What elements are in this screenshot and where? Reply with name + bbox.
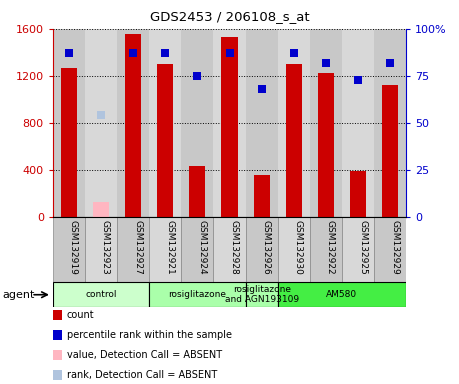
Text: GSM132925: GSM132925	[358, 220, 367, 275]
Bar	[246, 29, 278, 217]
Bar	[53, 217, 85, 282]
Bar	[342, 217, 374, 282]
Text: GSM132926: GSM132926	[262, 220, 271, 275]
Text: AM580: AM580	[326, 290, 358, 299]
Text: GSM132919: GSM132919	[69, 220, 78, 275]
Bar	[278, 282, 406, 307]
Point	[97, 112, 105, 118]
Text: GDS2453 / 206108_s_at: GDS2453 / 206108_s_at	[150, 10, 309, 23]
Text: GSM132928: GSM132928	[230, 220, 239, 275]
Bar	[190, 166, 206, 217]
Text: count: count	[67, 310, 94, 320]
Bar	[222, 37, 238, 217]
Bar	[350, 171, 366, 217]
Text: GSM132930: GSM132930	[294, 220, 303, 275]
Bar	[149, 217, 181, 282]
Bar	[318, 73, 334, 217]
Bar	[374, 29, 406, 217]
Bar	[310, 29, 342, 217]
Bar	[125, 33, 141, 217]
Bar	[149, 29, 181, 217]
Text: GSM132929: GSM132929	[390, 220, 399, 275]
Bar	[117, 217, 149, 282]
Bar	[93, 202, 109, 217]
Bar	[213, 217, 246, 282]
Point	[258, 86, 265, 92]
Bar	[53, 29, 85, 217]
Text: percentile rank within the sample: percentile rank within the sample	[67, 330, 231, 340]
Point	[129, 50, 137, 56]
Bar	[53, 282, 149, 307]
Point	[290, 50, 297, 56]
Point	[322, 60, 330, 66]
Bar	[246, 217, 278, 282]
Bar	[285, 64, 302, 217]
Text: rosiglitazone: rosiglitazone	[168, 290, 226, 299]
Point	[386, 60, 394, 66]
Text: GSM132921: GSM132921	[165, 220, 174, 275]
Bar	[310, 217, 342, 282]
Text: control: control	[85, 290, 117, 299]
Bar	[246, 282, 278, 307]
Point	[162, 50, 169, 56]
Point	[65, 50, 73, 56]
Bar	[278, 29, 310, 217]
Text: agent: agent	[2, 290, 35, 300]
Text: rank, Detection Call = ABSENT: rank, Detection Call = ABSENT	[67, 370, 217, 380]
Point	[194, 73, 201, 79]
Text: GSM132924: GSM132924	[197, 220, 207, 275]
Text: rosiglitazone
and AGN193109: rosiglitazone and AGN193109	[224, 285, 299, 305]
Text: GSM132927: GSM132927	[133, 220, 142, 275]
Bar	[157, 64, 174, 217]
Bar	[278, 217, 310, 282]
Bar	[117, 29, 149, 217]
Bar	[342, 29, 374, 217]
Bar	[374, 217, 406, 282]
Text: GSM132922: GSM132922	[326, 220, 335, 275]
Bar	[181, 217, 213, 282]
Bar	[181, 29, 213, 217]
Bar	[254, 175, 270, 217]
Bar	[61, 68, 77, 217]
Point	[226, 50, 233, 56]
Bar	[382, 85, 398, 217]
Text: value, Detection Call = ABSENT: value, Detection Call = ABSENT	[67, 350, 222, 360]
Text: GSM132923: GSM132923	[101, 220, 110, 275]
Bar	[85, 29, 117, 217]
Bar	[213, 29, 246, 217]
Bar	[85, 217, 117, 282]
Point	[354, 76, 362, 83]
Bar	[149, 282, 246, 307]
